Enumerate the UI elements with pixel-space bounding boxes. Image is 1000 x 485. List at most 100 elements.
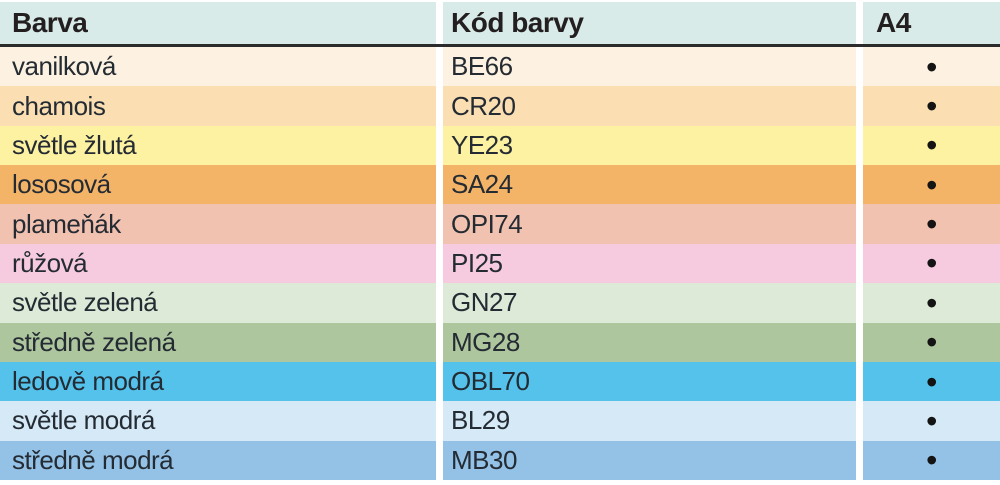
column-header-kod-barvy: Kód barvy (451, 7, 584, 38)
header-cell-barva: Barva (0, 2, 436, 44)
table-row: lososová SA24 • (0, 165, 1000, 205)
column-separator (856, 322, 863, 362)
color-name-label: vanilková (12, 51, 116, 82)
cell-a4-availability: • (863, 244, 1000, 283)
cell-color-name: světle zelená (0, 283, 436, 322)
a4-available-dot-icon: • (926, 284, 937, 321)
cell-a4-availability: • (863, 204, 1000, 243)
cell-color-name: středně zelená (0, 323, 436, 362)
cell-a4-availability: • (863, 401, 1000, 440)
table-row: světle zelená GN27 • (0, 283, 1000, 323)
cell-a4-availability: • (863, 323, 1000, 362)
column-header-barva: Barva (12, 7, 88, 38)
header-cell-kod-barvy: Kód barvy (443, 2, 856, 44)
color-code-label: MG28 (451, 326, 520, 357)
column-separator (436, 440, 443, 480)
color-name-label: světle zelená (12, 287, 158, 318)
color-code-label: OPI74 (451, 208, 523, 239)
column-separator (856, 86, 863, 126)
column-separator (856, 361, 863, 402)
color-code-label: YE23 (451, 129, 513, 160)
a4-available-dot-icon: • (926, 166, 937, 203)
column-separator (856, 125, 863, 166)
column-separator (856, 401, 863, 441)
column-separator (436, 125, 443, 166)
cell-color-code: MB30 (443, 441, 856, 480)
color-name-label: růžová (12, 247, 88, 278)
table-row: středně modrá MB30 • (0, 440, 1000, 480)
color-code-label: PI25 (451, 247, 503, 278)
a4-available-dot-icon: • (926, 206, 937, 243)
table-row: světle žlutá YE23 • (0, 125, 1000, 166)
column-separator (436, 361, 443, 402)
cell-a4-availability: • (863, 47, 1000, 86)
color-name-label: středně zelená (12, 326, 176, 357)
cell-a4-availability: • (863, 441, 1000, 480)
cell-a4-availability: • (863, 86, 1000, 125)
cell-a4-availability: • (863, 362, 1000, 401)
a4-available-dot-icon: • (926, 127, 937, 164)
color-name-label: chamois (12, 90, 106, 121)
column-header-a4: A4 (876, 7, 911, 38)
cell-color-name: ledově modrá (0, 362, 436, 401)
color-name-label: středně modrá (12, 444, 174, 475)
a4-available-dot-icon: • (926, 363, 937, 400)
table-row: ledově modrá OBL70 • (0, 361, 1000, 402)
color-code-label: MB30 (451, 444, 517, 475)
column-separator (436, 401, 443, 441)
cell-color-code: YE23 (443, 126, 856, 165)
color-code-label: BE66 (451, 51, 513, 82)
cell-color-code: PI25 (443, 244, 856, 283)
cell-color-name: světle žlutá (0, 126, 436, 165)
color-name-label: světle žlutá (12, 129, 137, 160)
column-separator (436, 322, 443, 362)
cell-color-code: SA24 (443, 165, 856, 204)
color-name-label: světle modrá (12, 405, 155, 436)
a4-available-dot-icon: • (926, 88, 937, 125)
cell-color-code: GN27 (443, 283, 856, 322)
column-separator (436, 2, 443, 44)
column-separator (856, 243, 863, 284)
header-underline (0, 44, 1000, 47)
table-row: chamois CR20 • (0, 86, 1000, 126)
table-row: plameňák OPI74 • (0, 204, 1000, 244)
cell-color-name: lososová (0, 165, 436, 204)
color-code-label: SA24 (451, 169, 513, 200)
table-row: vanilková BE66 • (0, 47, 1000, 87)
column-separator (436, 165, 443, 205)
column-separator (436, 283, 443, 323)
column-separator (436, 86, 443, 126)
table-row: světle modrá BL29 • (0, 401, 1000, 441)
table-body: vanilková BE66 • chamois CR20 • světle ž… (0, 47, 1000, 480)
top-margin (0, 0, 1000, 2)
cell-color-name: středně modrá (0, 441, 436, 480)
cell-a4-availability: • (863, 126, 1000, 165)
cell-color-name: plameňák (0, 204, 436, 243)
cell-color-name: vanilková (0, 47, 436, 86)
table-header-row: Barva Kód barvy A4 (0, 2, 1000, 44)
header-cell-a4: A4 (863, 2, 1000, 44)
cell-color-code: CR20 (443, 86, 856, 125)
bottom-margin (0, 480, 1000, 485)
column-separator (856, 283, 863, 323)
table-row: růžová PI25 • (0, 243, 1000, 284)
column-separator (856, 2, 863, 44)
a4-available-dot-icon: • (926, 442, 937, 479)
column-separator (856, 165, 863, 205)
a4-available-dot-icon: • (926, 48, 937, 85)
cell-a4-availability: • (863, 283, 1000, 322)
color-code-label: OBL70 (451, 366, 530, 397)
column-separator (436, 243, 443, 284)
cell-color-code: BL29 (443, 401, 856, 440)
column-separator (436, 47, 443, 87)
color-name-label: ledově modrá (12, 366, 164, 397)
color-code-label: BL29 (451, 405, 510, 436)
cell-color-code: OPI74 (443, 204, 856, 243)
column-separator (856, 47, 863, 87)
a4-available-dot-icon: • (926, 402, 937, 439)
cell-color-name: chamois (0, 86, 436, 125)
color-code-label: CR20 (451, 90, 516, 121)
cell-a4-availability: • (863, 165, 1000, 204)
color-code-label: GN27 (451, 287, 517, 318)
